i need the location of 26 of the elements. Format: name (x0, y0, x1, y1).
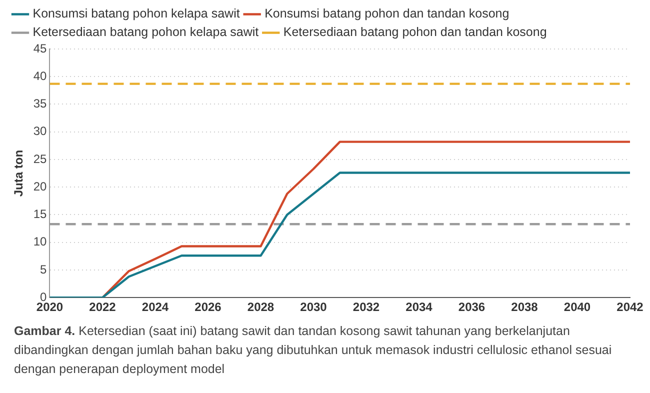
legend-label: Konsumsi batang pohon dan tandan kosong (264, 6, 510, 21)
x-tick-label: 2038 (511, 300, 538, 314)
y-tick-label: 25 (33, 152, 48, 166)
y-axis-title: Juta ton (12, 150, 26, 197)
x-tick-label: 2040 (564, 300, 591, 314)
y-tick-label: 45 (33, 41, 48, 56)
x-tick-label: 2022 (89, 300, 116, 314)
x-tick-label: 2032 (352, 300, 380, 314)
x-tick-label: 2026 (194, 300, 222, 314)
x-tick-label: 2036 (458, 300, 486, 314)
y-tick-label: 35 (33, 96, 48, 111)
y-tick-label: 15 (33, 207, 48, 222)
x-tick-label: 2030 (300, 300, 328, 314)
x-tick-label: 2024 (142, 300, 169, 314)
y-tick-label: 20 (33, 179, 48, 194)
y-tick-label: 40 (33, 68, 48, 83)
legend-label: Konsumsi batang pohon kelapa sawit (32, 6, 240, 21)
y-tick-label: 5 (40, 262, 48, 276)
legend-label: Ketersediaan batang pohon kelapa sawit (32, 25, 260, 40)
legend-label: Ketersediaan batang pohon dan tandan kosong (283, 25, 547, 40)
text: Gambar 4. Ketersedian (saat ini) batang sawit dan tandan kosong sawit tahunan yang berkelanjutan dibandingkan dengan jumlah bahan baku yang dibutuhkan untuk memasok industri cellulosic ethanol sesuai dengan penerapan deployment model (14, 323, 613, 378)
y-tick-label: 10 (33, 234, 48, 249)
y-tick-label: 30 (33, 124, 48, 138)
x-tick-label: 2042 (616, 300, 644, 314)
x-tick-label: 2034 (406, 300, 433, 314)
x-tick-label: 2028 (247, 300, 274, 314)
